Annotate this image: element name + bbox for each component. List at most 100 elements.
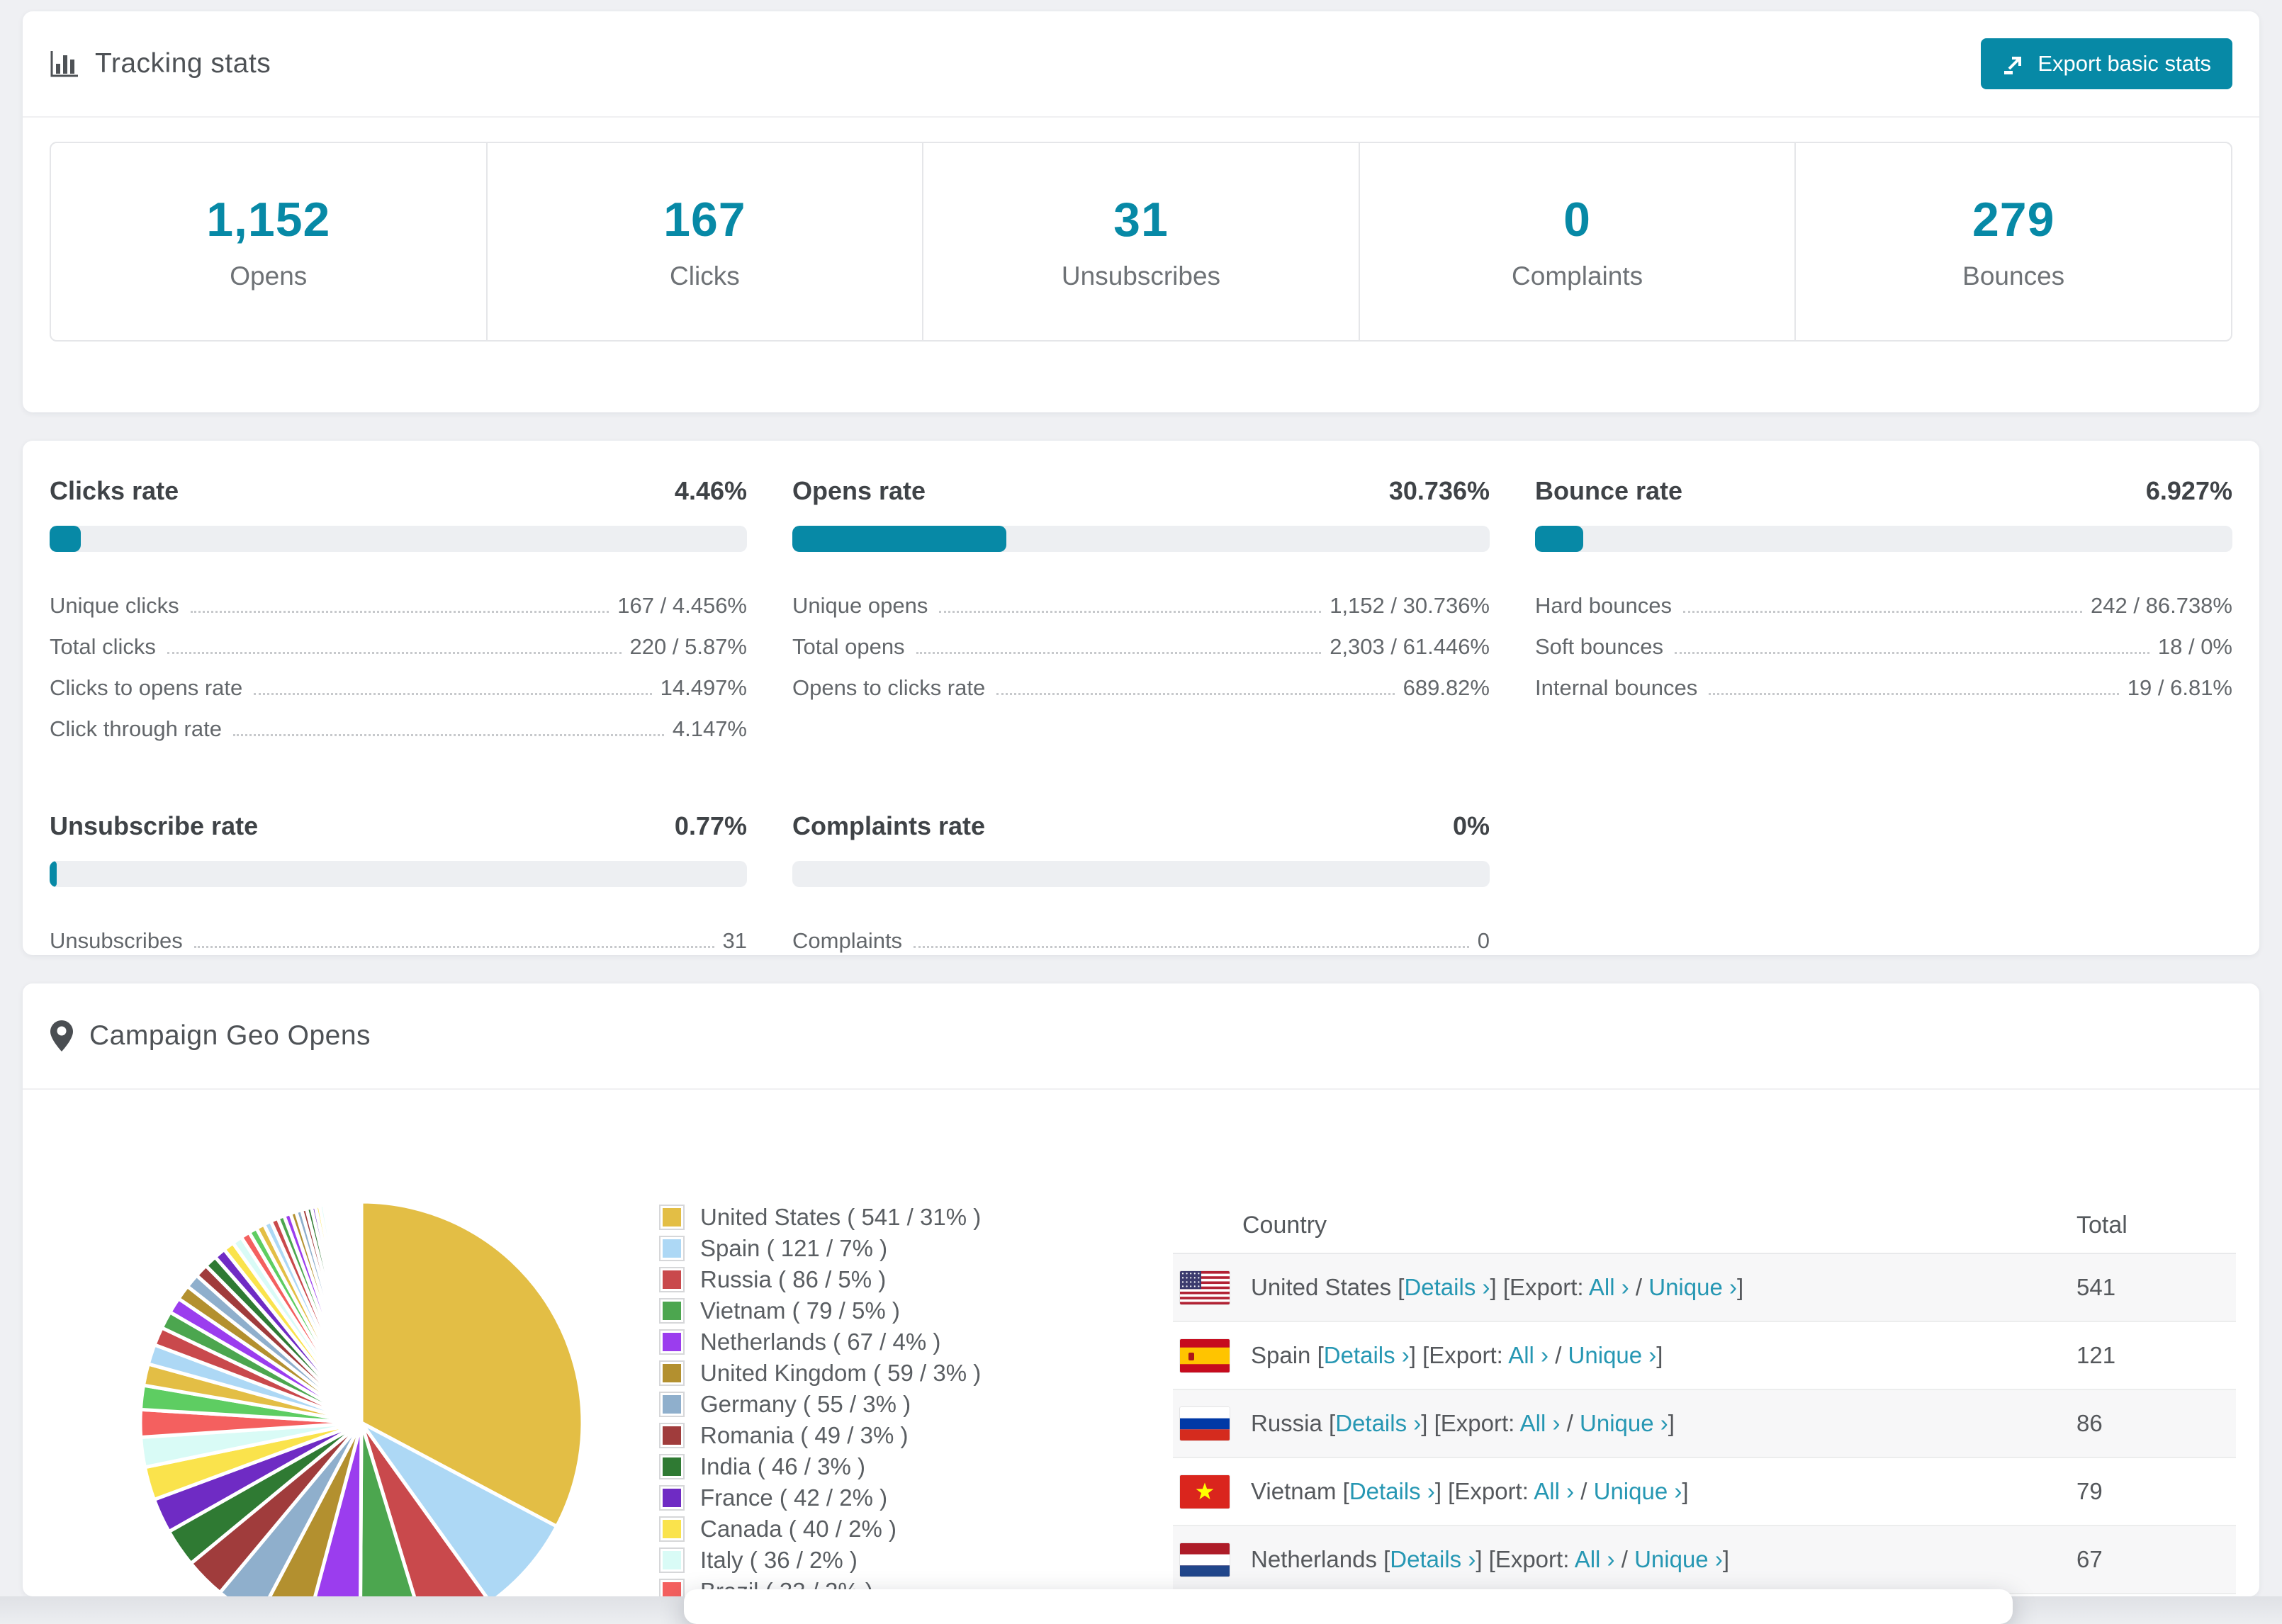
legend-label: Russia ( 86 / 5% ) (700, 1266, 887, 1292)
rate-row-label: Internal bounces (1535, 675, 1698, 700)
stat-value: 1,152 (206, 193, 331, 247)
details-link[interactable]: Details › (1335, 1410, 1422, 1436)
dotted-leader (916, 652, 1322, 654)
country-cell: Spain [Details ›] [Export: All › / Uniqu… (1251, 1342, 1663, 1368)
stat-label: Complaints (1512, 261, 1643, 291)
rate-row-label: Unique clicks (50, 593, 179, 618)
rate-row: Click through rate 4.147% (50, 705, 747, 746)
rate-title: Opens rate (792, 476, 926, 505)
legend-label: Vietnam ( 79 / 5% ) (700, 1297, 900, 1324)
dotted-leader (232, 734, 664, 736)
legend-swatch (659, 1267, 685, 1292)
rate-row-value: 31 (722, 928, 747, 953)
rate-section-clicks-rate: Clicks rate 4.46% Unique clicks 167 / 4.4… (50, 476, 747, 746)
export-all-link[interactable]: All › (1534, 1478, 1575, 1504)
rate-row-value: 242 / 86.738% (2091, 593, 2232, 618)
legend-item-canada[interactable]: Canada ( 40 / 2% ) (659, 1513, 981, 1545)
legend-item-united-kingdom[interactable]: United Kingdom ( 59 / 3% ) (659, 1358, 981, 1389)
rate-row-value: 1,152 / 30.736% (1330, 593, 1490, 618)
geo-table-row-united-states: United States [Details ›] [Export: All ›… (1173, 1254, 2236, 1322)
details-link[interactable]: Details › (1323, 1342, 1410, 1368)
details-link[interactable]: Details › (1390, 1546, 1476, 1572)
legend-item-france[interactable]: France ( 42 / 2% ) (659, 1482, 981, 1513)
export-basic-stats-button[interactable]: Export basic stats (1981, 38, 2232, 89)
dotted-leader (1709, 693, 2119, 695)
stat-label: Unsubscribes (1061, 261, 1221, 291)
column-header-country: Country (1242, 1211, 1327, 1239)
legend-item-russia[interactable]: Russia ( 86 / 5% ) (659, 1264, 981, 1295)
legend-label: Romania ( 49 / 3% ) (700, 1422, 909, 1448)
export-unique-link[interactable]: Unique › (1568, 1342, 1657, 1368)
stat-box-bounces: 279 Bounces (1796, 143, 2231, 340)
legend-swatch (659, 1516, 685, 1542)
stat-label: Clicks (670, 261, 740, 291)
rate-row-label: Opens to clicks rate (792, 675, 986, 700)
legend-swatch (659, 1454, 685, 1479)
rate-progress-bar (1535, 526, 2232, 552)
rate-section-opens-rate: Opens rate 30.736% Unique opens 1,152 / 3… (792, 476, 1490, 746)
legend-label: United States ( 541 / 31% ) (700, 1204, 982, 1230)
legend-label: United Kingdom ( 59 / 3% ) (700, 1360, 982, 1386)
flag-icon-nl (1180, 1543, 1230, 1577)
rate-title: Bounce rate (1535, 476, 1683, 505)
legend-item-united-states[interactable]: United States ( 541 / 31% ) (659, 1202, 981, 1233)
legend-item-italy[interactable]: Italy ( 36 / 2% ) (659, 1545, 981, 1576)
legend-label: Germany ( 55 / 3% ) (700, 1391, 911, 1417)
campaign-geo-opens-card: Campaign Geo Opens United States ( 541 /… (23, 983, 2259, 1596)
rate-row-value: 4.147% (672, 716, 747, 741)
export-all-link[interactable]: All › (1519, 1410, 1561, 1436)
export-all-link[interactable]: All › (1508, 1342, 1549, 1368)
rate-value: 0% (1452, 811, 1490, 840)
rate-row: Total opens 2,303 / 61.446% (792, 623, 1490, 664)
tracking-stats-card: Tracking stats Export basic stats 1,152 … (23, 11, 2259, 412)
legend-swatch (659, 1298, 685, 1324)
export-unique-link[interactable]: Unique › (1593, 1478, 1682, 1504)
geo-table-header: Country Total (1173, 1197, 2236, 1254)
rate-row: Soft bounces 18 / 0% (1535, 623, 2232, 664)
geo-body: United States ( 541 / 31% ) Spain ( 121 /… (23, 1090, 2259, 1596)
export-unique-link[interactable]: Unique › (1634, 1546, 1723, 1572)
dotted-leader (939, 611, 1322, 613)
rate-value: 0.77% (674, 811, 747, 840)
flag-icon-es (1180, 1338, 1230, 1372)
legend-label: Italy ( 36 / 2% ) (700, 1547, 858, 1573)
legend-item-netherlands[interactable]: Netherlands ( 67 / 4% ) (659, 1326, 981, 1358)
rate-progress-bar (792, 526, 1490, 552)
rate-row-value: 220 / 5.87% (629, 634, 747, 659)
legend-label: France ( 42 / 2% ) (700, 1484, 888, 1511)
rate-row: Total clicks 220 / 5.87% (50, 623, 747, 664)
stat-box-clicks: 167 Clicks (488, 143, 924, 340)
export-all-link[interactable]: All › (1588, 1274, 1629, 1300)
total-cell: 541 (2076, 1274, 2116, 1300)
rate-row-label: Unique opens (792, 593, 928, 618)
export-all-link[interactable]: All › (1574, 1546, 1615, 1572)
rate-row: Opens to clicks rate 689.82% (792, 664, 1490, 705)
dotted-leader (167, 652, 622, 654)
geo-pie-chart[interactable] (135, 1196, 588, 1596)
geo-table-row-netherlands: Netherlands [Details ›] [Export: All › /… (1173, 1526, 2236, 1594)
rate-row: Unique clicks 167 / 4.456% (50, 582, 747, 623)
legend-item-spain[interactable]: Spain ( 121 / 7% ) (659, 1233, 981, 1264)
export-button-label: Export basic stats (2038, 51, 2211, 76)
rate-title: Clicks rate (50, 476, 179, 505)
map-pin-icon (50, 1020, 74, 1052)
rate-row-label: Hard bounces (1535, 593, 1673, 618)
legend-item-germany[interactable]: Germany ( 55 / 3% ) (659, 1389, 981, 1420)
legend-label: India ( 46 / 3% ) (700, 1453, 865, 1479)
stat-value: 31 (1113, 193, 1169, 247)
stat-box-unsubscribes: 31 Unsubscribes (923, 143, 1360, 340)
rate-progress-bar (792, 861, 1490, 887)
export-unique-link[interactable]: Unique › (1648, 1274, 1737, 1300)
dotted-leader (1683, 611, 2083, 613)
rates-grid: Clicks rate 4.46% Unique clicks 167 / 4.4… (23, 441, 2259, 955)
legend-item-romania[interactable]: Romania ( 49 / 3% ) (659, 1420, 981, 1451)
legend-item-vietnam[interactable]: Vietnam ( 79 / 5% ) (659, 1295, 981, 1326)
export-unique-link[interactable]: Unique › (1580, 1410, 1668, 1436)
details-link[interactable]: Details › (1349, 1478, 1435, 1504)
total-cell: 121 (2076, 1342, 2116, 1368)
legend-item-india[interactable]: India ( 46 / 3% ) (659, 1451, 981, 1482)
dotted-leader (996, 693, 1395, 695)
details-link[interactable]: Details › (1404, 1274, 1490, 1300)
dotted-leader (254, 693, 652, 695)
rate-progress-bar (50, 861, 747, 887)
